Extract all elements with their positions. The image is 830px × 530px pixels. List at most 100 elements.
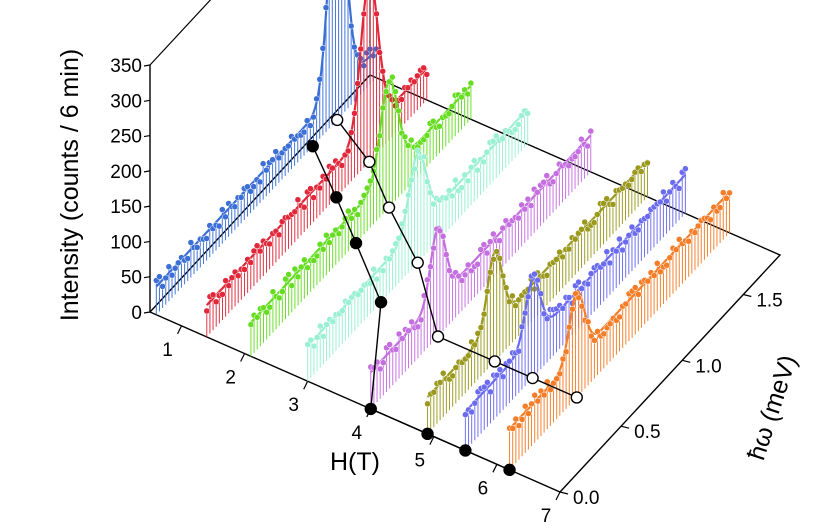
data-point — [619, 246, 626, 254]
data-point — [461, 171, 469, 179]
h-tick-mark — [240, 353, 246, 362]
data-point — [468, 267, 475, 275]
data-point — [420, 64, 427, 72]
data-point — [316, 184, 324, 192]
data-point — [480, 383, 488, 391]
data-point — [345, 207, 352, 215]
data-point — [515, 121, 522, 128]
data-point — [382, 88, 390, 95]
data-point — [250, 183, 257, 190]
data-point — [474, 330, 482, 337]
z-tick-mark — [143, 276, 151, 279]
z-tick-label: 100 — [110, 232, 142, 253]
data-point — [571, 153, 579, 160]
data-point — [329, 164, 336, 172]
open-circle-marker — [363, 155, 376, 169]
data-point — [266, 303, 274, 311]
data-point — [644, 277, 652, 285]
data-point — [310, 113, 317, 121]
data-point — [360, 192, 368, 199]
data-point — [219, 291, 226, 298]
open-circle-marker — [382, 201, 396, 214]
data-point — [310, 194, 317, 201]
data-point — [291, 265, 299, 273]
z-tick-label: 50 — [121, 268, 142, 289]
data-point — [424, 400, 431, 408]
filled-circle-marker — [364, 402, 377, 416]
data-point — [253, 314, 261, 321]
data-point — [175, 259, 182, 267]
data-point — [430, 200, 437, 208]
data-point — [480, 241, 488, 248]
data-point — [439, 233, 447, 240]
open-circle-marker — [488, 355, 501, 368]
data-point — [184, 255, 191, 262]
data-point — [237, 194, 245, 201]
data-point — [675, 185, 683, 192]
h-tick-label: 6 — [478, 478, 489, 499]
data-point — [244, 183, 251, 191]
data-point — [449, 192, 456, 200]
data-point — [319, 45, 327, 52]
data-point — [275, 231, 283, 239]
data-point — [300, 128, 308, 136]
data-point — [247, 321, 255, 328]
data-point — [565, 162, 573, 170]
data-point — [525, 410, 532, 417]
data-point — [458, 184, 465, 191]
data-point — [628, 176, 636, 183]
w-tick-mark — [682, 359, 691, 363]
data-point — [222, 213, 229, 221]
data-point — [307, 185, 314, 192]
data-point — [398, 96, 405, 103]
data-point — [575, 278, 582, 286]
data-point — [259, 160, 267, 167]
data-point — [247, 188, 254, 195]
data-point — [540, 391, 548, 399]
filled-circle-marker — [306, 140, 319, 153]
data-point — [373, 10, 380, 18]
data-point — [313, 95, 320, 103]
data-point — [338, 162, 346, 169]
data-point — [474, 260, 481, 268]
data-point — [319, 246, 327, 253]
data-point — [464, 177, 472, 185]
filled-circle-marker — [374, 296, 388, 309]
data-point — [480, 310, 488, 318]
data-point — [269, 288, 277, 295]
data-point — [395, 107, 402, 115]
data-point — [203, 307, 211, 315]
open-circle-marker — [411, 256, 424, 269]
data-point — [650, 272, 658, 279]
data-point — [578, 285, 585, 292]
data-point — [392, 88, 399, 95]
data-point — [329, 231, 336, 239]
data-point — [458, 277, 466, 284]
data-point — [600, 260, 607, 268]
data-point — [512, 302, 519, 309]
h-tick-mark — [429, 436, 435, 445]
data-point — [193, 244, 201, 251]
open-circle-marker — [431, 330, 445, 343]
open-circle-marker — [330, 113, 344, 127]
series-8 — [506, 189, 733, 470]
data-point — [423, 71, 431, 78]
w-tick-mark — [559, 491, 569, 495]
series-layer — [153, 0, 733, 470]
data-point — [275, 294, 283, 302]
data-point — [600, 330, 608, 338]
data-point — [534, 189, 541, 196]
data-point — [587, 127, 595, 135]
open-circle-marker — [526, 371, 539, 385]
data-point — [521, 205, 529, 213]
data-point — [691, 229, 699, 236]
data-point — [477, 246, 485, 253]
data-point — [401, 133, 409, 141]
w-tick-mark — [620, 425, 630, 429]
data-point — [483, 249, 491, 257]
data-point — [543, 272, 551, 279]
h-tick-label: 1 — [162, 340, 173, 361]
data-point — [351, 206, 358, 213]
data-point — [467, 164, 475, 171]
data-point — [395, 330, 403, 338]
